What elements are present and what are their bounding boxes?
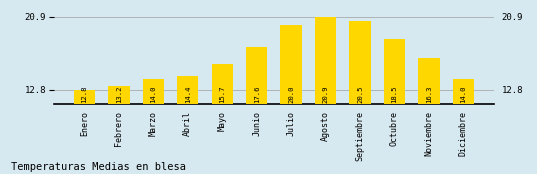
Bar: [212, 64, 233, 174]
Bar: [108, 86, 129, 174]
Bar: [453, 85, 474, 174]
Text: 16.3: 16.3: [426, 86, 432, 103]
Bar: [384, 39, 405, 174]
Text: 17.6: 17.6: [253, 86, 260, 103]
Text: 12.8: 12.8: [82, 86, 88, 103]
Bar: [418, 58, 440, 174]
Text: Temperaturas Medias en blesa: Temperaturas Medias en blesa: [11, 162, 186, 172]
Bar: [177, 76, 199, 174]
Bar: [280, 25, 302, 174]
Bar: [349, 21, 371, 174]
Text: 20.5: 20.5: [357, 86, 363, 103]
Text: 20.9: 20.9: [323, 86, 329, 103]
Bar: [143, 85, 164, 174]
Text: 14.0: 14.0: [150, 86, 156, 103]
Bar: [246, 52, 267, 174]
Bar: [315, 22, 336, 174]
Bar: [108, 92, 129, 174]
Bar: [143, 79, 164, 174]
Bar: [384, 44, 405, 174]
Bar: [453, 79, 474, 174]
Bar: [349, 26, 371, 174]
Bar: [418, 64, 440, 174]
Bar: [74, 95, 95, 174]
Text: 13.2: 13.2: [116, 86, 122, 103]
Text: 18.5: 18.5: [391, 86, 397, 103]
Bar: [177, 81, 199, 174]
Text: 20.0: 20.0: [288, 86, 294, 103]
Bar: [74, 90, 95, 174]
Text: 14.4: 14.4: [185, 86, 191, 103]
Text: 14.0: 14.0: [460, 86, 466, 103]
Bar: [315, 17, 336, 174]
Bar: [212, 69, 233, 174]
Bar: [280, 30, 302, 174]
Text: 15.7: 15.7: [219, 86, 225, 103]
Bar: [246, 47, 267, 174]
